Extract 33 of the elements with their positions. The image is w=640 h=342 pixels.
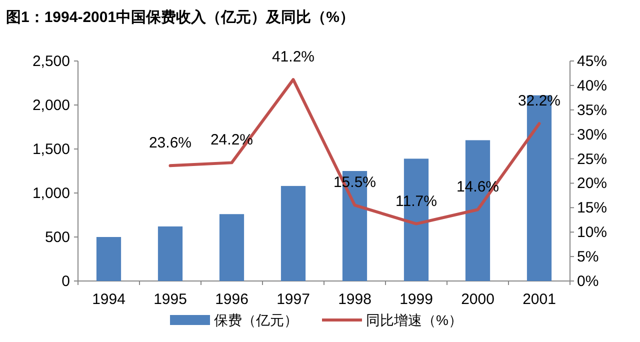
y2-tick-label: 40% — [577, 77, 608, 94]
data-label: 41.2% — [272, 48, 315, 66]
y-tick-label: 0 — [62, 273, 70, 290]
legend-label: 保费（亿元） — [214, 312, 298, 328]
x-tick-label: 1997 — [276, 291, 310, 308]
y-tick-label: 1,500 — [32, 141, 70, 158]
y-tick-label: 1,000 — [32, 185, 70, 202]
x-tick-label: 2001 — [522, 291, 556, 308]
x-tick-label: 1994 — [92, 291, 126, 308]
y2-tick-label: 15% — [577, 200, 608, 217]
y-tick-label: 500 — [44, 229, 70, 246]
y-tick-label: 2,500 — [32, 53, 70, 70]
x-tick-label: 2000 — [461, 291, 494, 308]
bar — [219, 214, 244, 281]
x-tick-label: 1998 — [338, 291, 372, 308]
y2-tick-label: 35% — [577, 102, 608, 119]
y2-tick-label: 30% — [577, 126, 608, 144]
title: 图1：1994-2001中国保费收入（亿元）及同比（%） — [6, 9, 354, 26]
y2-tick-label: 10% — [577, 224, 608, 242]
y2-tick-label: 45% — [577, 53, 608, 70]
y2-tick-label: 0% — [577, 273, 599, 290]
y2-tick-label: 5% — [577, 248, 599, 266]
x-tick-label: 1995 — [154, 291, 187, 308]
legend-label: 同比增速（%） — [366, 312, 462, 328]
y2-tick-label: 25% — [577, 150, 608, 168]
bar — [280, 186, 306, 281]
y2-tick-label: 20% — [577, 175, 608, 192]
x-tick-label: 1996 — [215, 291, 248, 308]
y-tick-label: 2,000 — [32, 97, 70, 114]
x-tick-label: 1999 — [400, 291, 433, 308]
bar — [158, 226, 183, 281]
bar — [96, 237, 122, 281]
data-label: 23.6% — [148, 134, 192, 152]
